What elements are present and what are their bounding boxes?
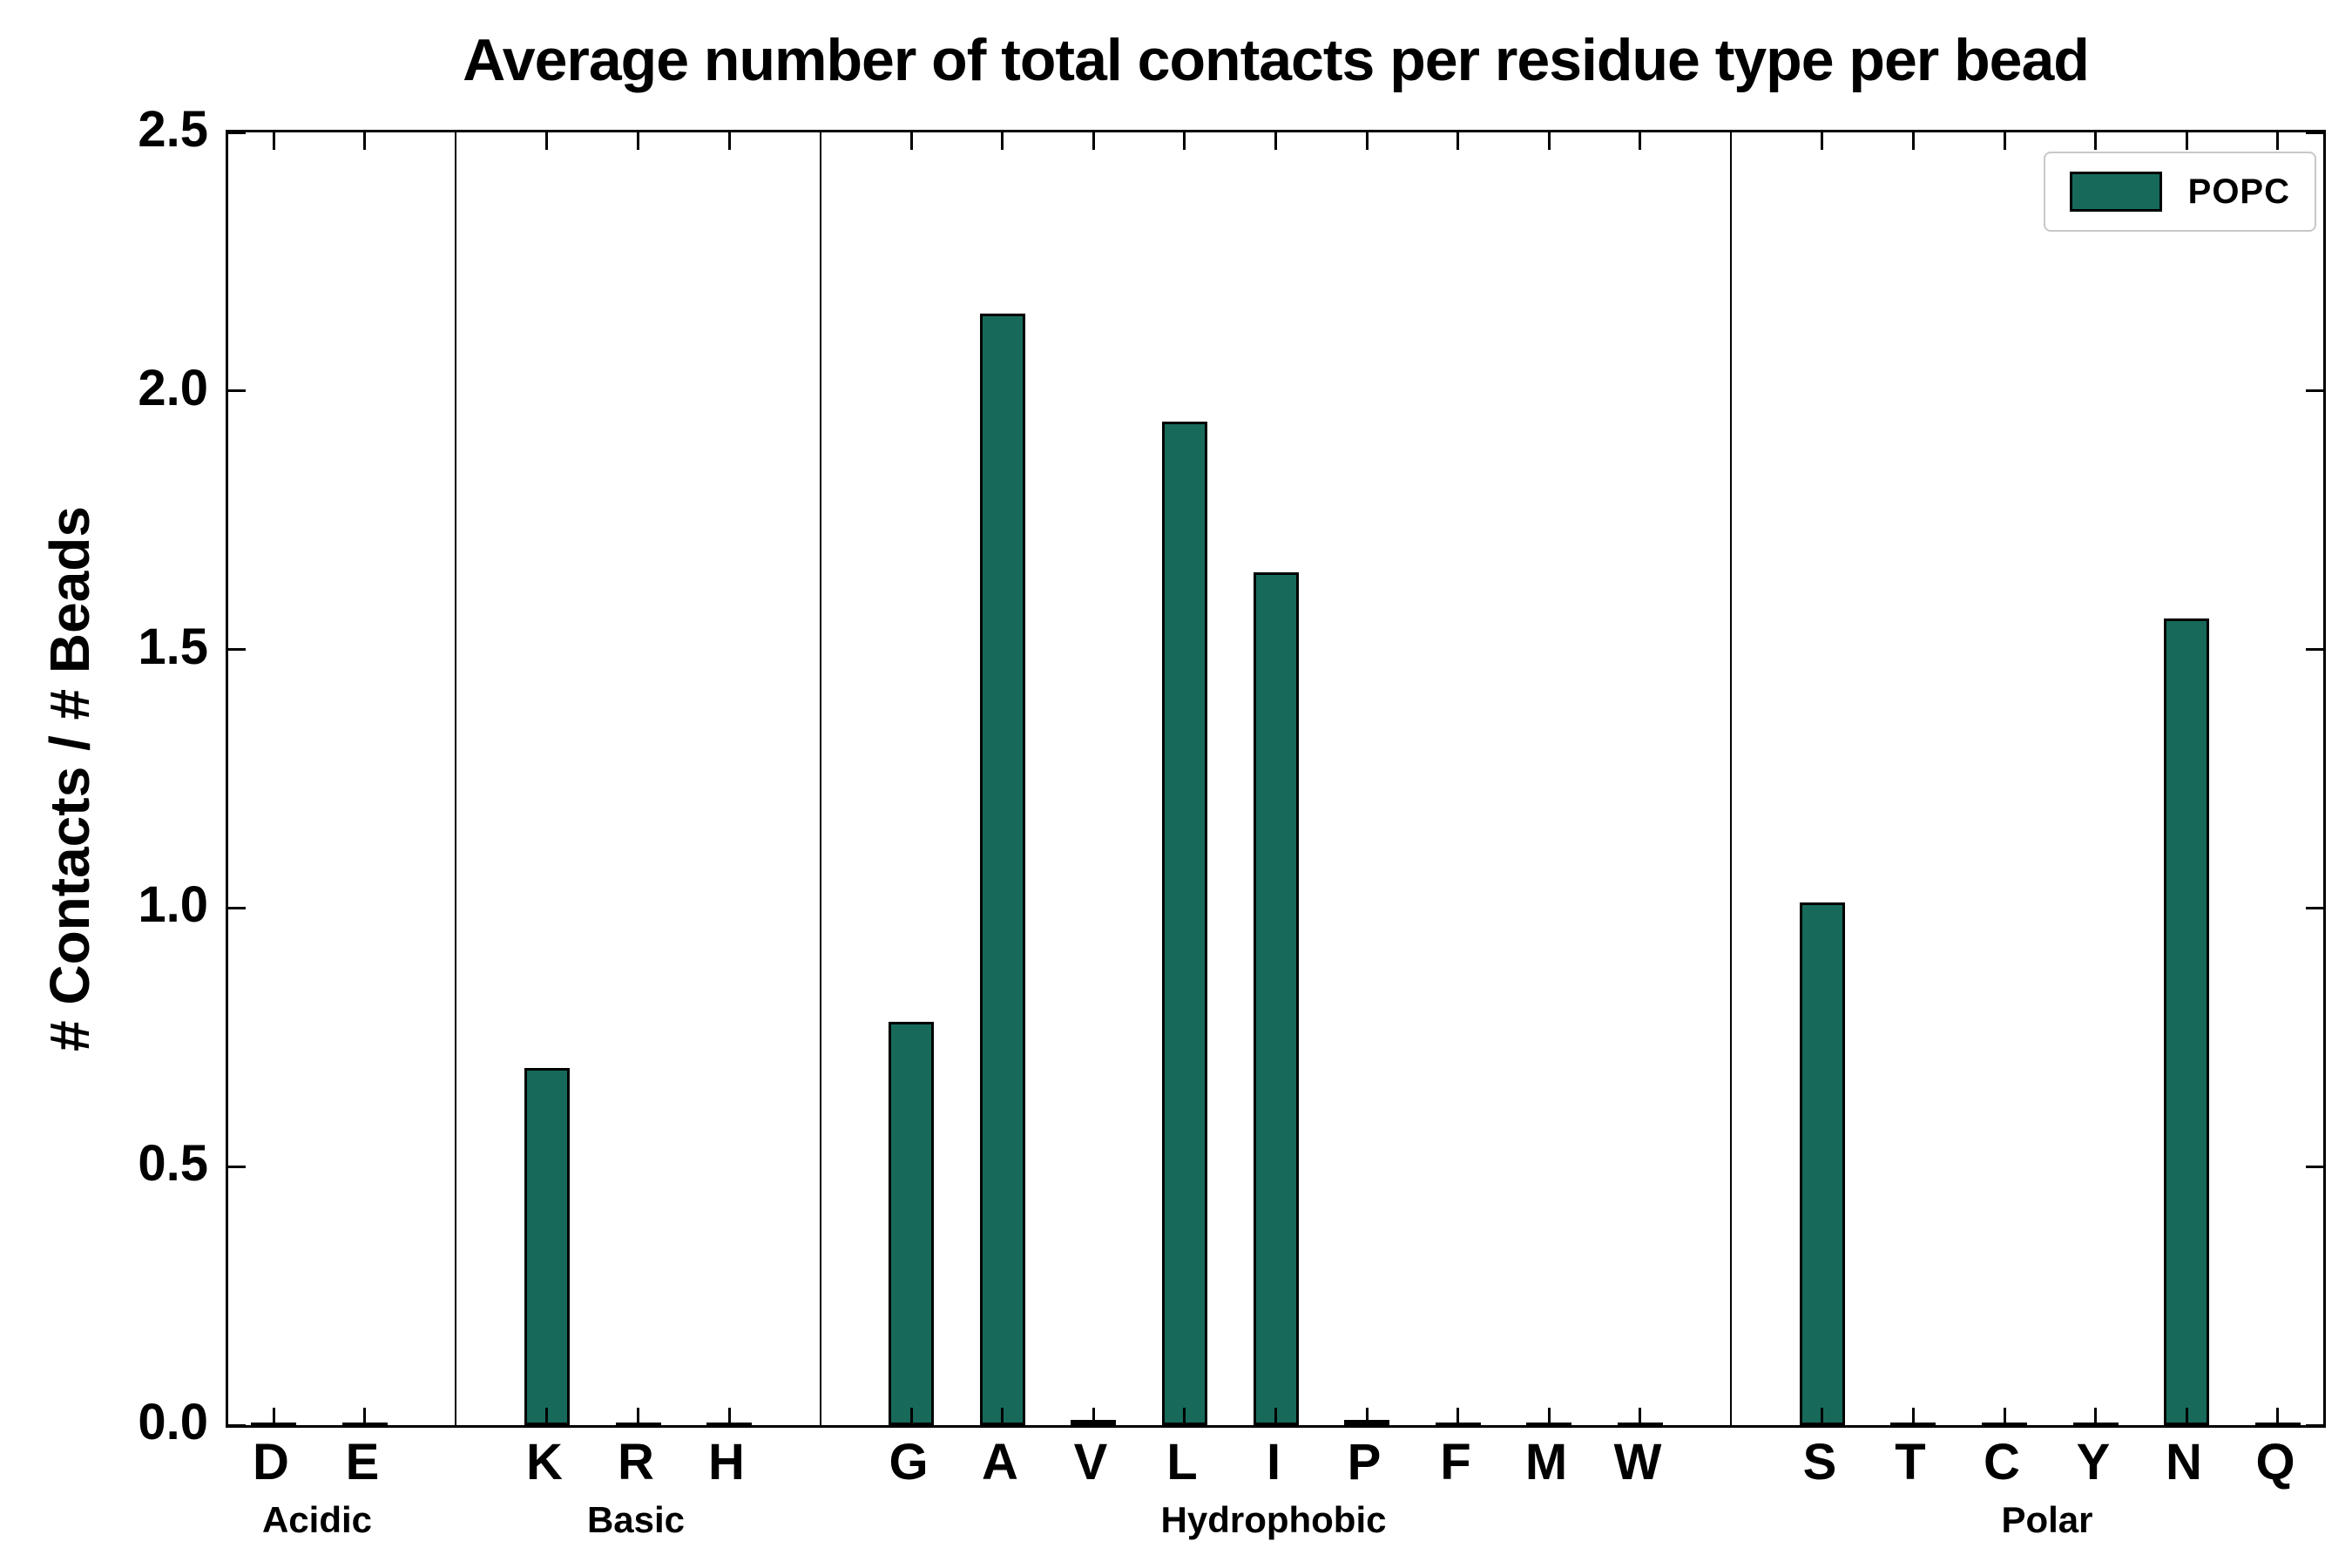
x-tick-label-F: F	[1440, 1434, 1471, 1490]
x-tick-label-K: K	[526, 1434, 563, 1490]
x-tick-top	[2003, 132, 2006, 150]
x-tick-bottom	[2276, 1408, 2280, 1425]
x-tick-label-C: C	[1984, 1434, 2020, 1490]
legend-swatch-popc	[2069, 172, 2162, 212]
legend: POPC	[2043, 152, 2316, 232]
x-tick-label-D: D	[253, 1434, 289, 1490]
y-tick-left	[228, 648, 246, 652]
group-label-basic: Basic	[586, 1499, 686, 1540]
x-tick-label-Y: Y	[2076, 1434, 2111, 1490]
x-tick-top	[2276, 132, 2280, 150]
x-tick-top	[1456, 132, 1460, 150]
x-tick-bottom	[637, 1408, 640, 1425]
bar-L	[1162, 422, 1207, 1425]
x-tick-label-G: G	[889, 1434, 929, 1490]
x-tick-top	[1274, 132, 1277, 150]
x-tick-bottom	[1092, 1408, 1095, 1425]
bar-G	[889, 1022, 934, 1425]
bar-S	[1800, 902, 1845, 1425]
y-tick-label-2.5: 2.5	[138, 101, 208, 158]
x-tick-bottom	[1639, 1408, 1642, 1425]
y-tick-right	[2306, 389, 2323, 393]
x-tick-bottom	[1547, 1408, 1551, 1425]
y-tick-right	[2306, 131, 2323, 134]
group-divider	[455, 132, 457, 1425]
x-tick-top	[909, 132, 913, 150]
bar-I	[1254, 572, 1299, 1425]
x-tick-top	[1092, 132, 1095, 150]
y-tick-right	[2306, 906, 2323, 909]
y-tick-left	[228, 1165, 246, 1168]
chart-title: Average number of total contacts per res…	[463, 27, 2090, 93]
x-tick-bottom	[727, 1408, 731, 1425]
x-tick-top	[2094, 132, 2098, 150]
y-tick-label-1.0: 1.0	[138, 876, 208, 933]
x-tick-label-R: R	[618, 1434, 654, 1490]
x-tick-bottom	[909, 1408, 913, 1425]
bar-A	[980, 314, 1025, 1425]
x-tick-top	[1821, 132, 1824, 150]
x-tick-bottom	[1365, 1408, 1369, 1425]
x-tick-top	[637, 132, 640, 150]
y-tick-right	[2306, 648, 2323, 652]
plot-area: POPC	[226, 130, 2326, 1428]
x-tick-label-L: L	[1166, 1434, 1198, 1490]
y-tick-label-0.0: 0.0	[138, 1394, 208, 1450]
y-tick-label-2.0: 2.0	[138, 360, 208, 416]
x-tick-top	[1547, 132, 1551, 150]
group-label-polar: Polar	[2001, 1499, 2093, 1540]
x-tick-top	[1911, 132, 1915, 150]
x-tick-top	[2185, 132, 2188, 150]
y-tick-right	[2306, 1423, 2323, 1427]
y-tick-left	[228, 906, 246, 909]
x-tick-label-N: N	[2166, 1434, 2202, 1490]
x-tick-top	[1365, 132, 1369, 150]
x-tick-top	[1639, 132, 1642, 150]
x-tick-top	[272, 132, 275, 150]
x-tick-top	[727, 132, 731, 150]
x-tick-top	[1001, 132, 1004, 150]
x-tick-bottom	[363, 1408, 367, 1425]
group-label-acidic: Acidic	[261, 1499, 373, 1540]
x-tick-label-E: E	[345, 1434, 380, 1490]
x-tick-label-I: I	[1266, 1434, 1281, 1490]
bar-N	[2164, 618, 2209, 1425]
x-tick-bottom	[1274, 1408, 1277, 1425]
y-tick-label-1.5: 1.5	[138, 618, 208, 675]
x-tick-bottom	[1001, 1408, 1004, 1425]
x-tick-label-M: M	[1524, 1434, 1568, 1490]
y-tick-left	[228, 131, 246, 134]
group-divider	[819, 132, 821, 1425]
x-tick-label-A: A	[982, 1434, 1018, 1490]
x-tick-bottom	[1821, 1408, 1824, 1425]
x-tick-label-W: W	[1613, 1434, 1662, 1490]
x-tick-label-P: P	[1347, 1434, 1382, 1490]
x-tick-top	[363, 132, 367, 150]
group-divider	[1730, 132, 1733, 1425]
group-label-hydrophobic: Hydrophobic	[1160, 1499, 1387, 1540]
bar-K	[524, 1068, 570, 1425]
y-tick-left	[228, 389, 246, 393]
x-tick-label-S: S	[1802, 1434, 1837, 1490]
x-tick-label-V: V	[1073, 1434, 1108, 1490]
y-axis-label: # Contacts / # Beads	[38, 506, 101, 1051]
x-tick-bottom	[2003, 1408, 2006, 1425]
x-tick-bottom	[2094, 1408, 2098, 1425]
x-tick-bottom	[545, 1408, 549, 1425]
y-tick-right	[2306, 1165, 2323, 1168]
x-tick-bottom	[2185, 1408, 2188, 1425]
x-tick-bottom	[272, 1408, 275, 1425]
x-tick-label-T: T	[1895, 1434, 1926, 1490]
legend-label-popc: POPC	[2187, 172, 2290, 211]
x-tick-bottom	[1183, 1408, 1186, 1425]
x-tick-bottom	[1911, 1408, 1915, 1425]
y-tick-left	[228, 1423, 246, 1427]
x-tick-bottom	[1456, 1408, 1460, 1425]
x-tick-top	[545, 132, 549, 150]
y-tick-label-0.5: 0.5	[138, 1135, 208, 1192]
x-tick-label-Q: Q	[2255, 1434, 2295, 1490]
x-tick-label-H: H	[708, 1434, 745, 1490]
x-tick-top	[1183, 132, 1186, 150]
